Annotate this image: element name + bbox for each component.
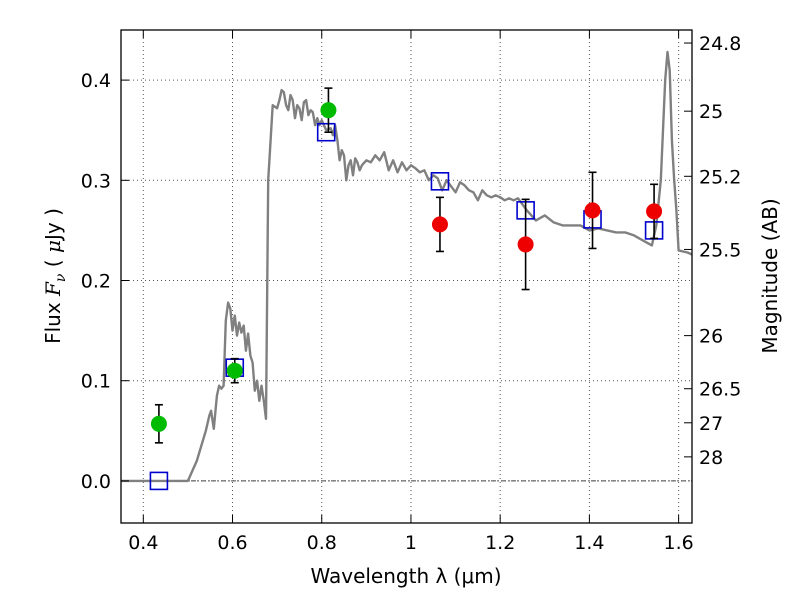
right-tick-label: 25.2 (699, 166, 741, 188)
model-spectrum (121, 50, 693, 483)
red-point (584, 202, 601, 219)
right-tick-labels: 24.8 25 25.2 25.5 26 26.5 27 28 (699, 33, 741, 469)
plot-frame (120, 29, 693, 524)
right-tick-label: 25.5 (699, 239, 741, 261)
x-axis-label: Wavelength λ (μm) (310, 564, 501, 588)
y-tick-label: 0.3 (81, 170, 111, 192)
green-point (226, 362, 243, 379)
right-tick-label: 26 (699, 326, 723, 348)
model-box (316, 122, 336, 142)
axis-ticks (121, 30, 692, 523)
red-point (431, 216, 448, 233)
x-tick-label: 0.4 (128, 532, 158, 554)
y-tick-label: 0.1 (81, 371, 111, 393)
x-tick-label: 0.6 (217, 532, 247, 554)
error-bars (154, 87, 659, 444)
y-tick-labels: 0.0 0.1 0.2 0.3 0.4 (81, 70, 111, 493)
x-tick-label: 1.6 (664, 532, 694, 554)
right-tick-label: 24.8 (699, 33, 741, 55)
grid-lines (121, 30, 692, 523)
green-point (320, 102, 337, 119)
right-tick-label: 26.5 (699, 379, 741, 401)
data-points (150, 102, 663, 432)
model-box (149, 471, 169, 491)
right-tick-label: 25 (699, 101, 723, 123)
red-point (517, 236, 534, 253)
x-tick-labels: 0.4 0.6 0.8 1 1.2 1.4 1.6 (128, 532, 694, 554)
red-point (646, 203, 663, 220)
x-tick-label: 1 (405, 532, 417, 554)
y-tick-label: 0.2 (81, 271, 111, 293)
y-axis-label-left: Flux Fν ( μJy ) (41, 208, 69, 344)
y-tick-label: 0.4 (81, 70, 111, 92)
model-box (430, 172, 450, 191)
right-tick-label: 27 (699, 413, 723, 435)
x-tick-label: 1.2 (485, 532, 515, 554)
x-tick-label: 0.8 (307, 532, 337, 554)
spectrum-line (121, 50, 693, 483)
right-tick-label: 28 (699, 447, 723, 469)
x-tick-label: 1.4 (574, 532, 604, 554)
green-point (150, 415, 167, 432)
y-axis-label-right: Magnitude (AB) (758, 198, 782, 353)
y-tick-label: 0.0 (81, 471, 111, 493)
